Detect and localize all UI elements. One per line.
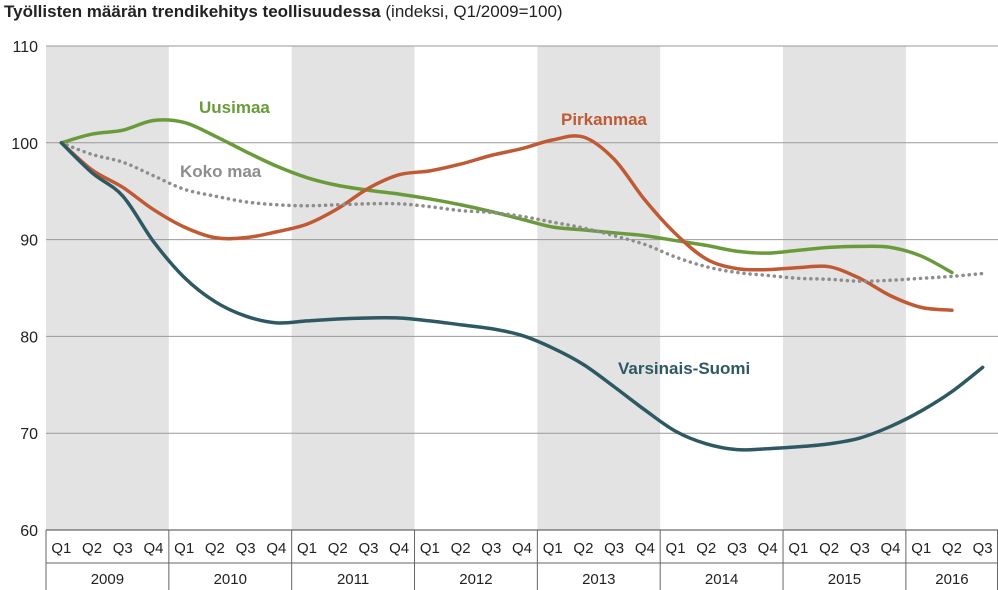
label-koko-maa: Koko maa: [180, 162, 262, 181]
chart-subtitle: (indeksi, Q1/2009=100): [385, 2, 563, 21]
label-varsinais-suomi: Varsinais-Suomi: [618, 359, 750, 378]
x-tick-quarter: Q4: [266, 540, 286, 557]
label-pirkanmaa: Pirkanmaa: [561, 110, 648, 129]
label-uusimaa: Uusimaa: [199, 98, 270, 117]
x-tick-year-2012: 2012: [459, 571, 492, 588]
year-band-2015: [783, 46, 906, 530]
x-tick-year-2010: 2010: [214, 571, 247, 588]
x-tick-year-2009: 2009: [91, 571, 124, 588]
x-tick-quarter: Q1: [666, 540, 686, 557]
x-tick-quarter: Q1: [911, 540, 931, 557]
x-tick-year-2013: 2013: [582, 571, 615, 588]
year-band-2011: [291, 46, 415, 530]
x-tick-quarter: Q1: [174, 540, 194, 557]
y-tick-label-80: 80: [20, 329, 38, 346]
y-tick-label-110: 110: [12, 39, 38, 56]
year-band-2013: [537, 46, 661, 530]
x-tick-quarter: Q3: [604, 540, 624, 557]
x-tick-quarter: Q4: [389, 540, 409, 557]
series-lines: [59, 118, 985, 452]
x-tick-quarter: Q3: [358, 540, 378, 557]
year-band-2009: [46, 46, 169, 530]
y-tick-label-70: 70: [20, 426, 38, 443]
x-tick-quarter: Q3: [973, 540, 993, 557]
y-tick-label-90: 90: [20, 233, 38, 250]
y-tick-label-60: 60: [20, 523, 38, 540]
x-tick-quarter: Q2: [82, 540, 102, 557]
y-tick-label-100: 100: [11, 136, 38, 153]
year-bands: [46, 46, 906, 530]
x-tick-quarter: Q2: [573, 540, 593, 557]
x-tick-quarter: Q2: [696, 540, 716, 557]
chart-title-line: Työllisten määrän trendikehitys teollisu…: [4, 2, 563, 22]
series-line-koko-maa: [59, 141, 985, 283]
x-tick-year-2011: 2011: [337, 571, 369, 588]
x-tick-quarter: Q1: [788, 540, 808, 557]
series-line-varsinais-suomi: [59, 141, 985, 452]
x-tick-quarter: Q1: [297, 540, 317, 557]
x-tick-quarter: Q4: [758, 540, 778, 557]
x-tick-year-2014: 2014: [705, 571, 738, 588]
chart-title: Työllisten määrän trendikehitys teollisu…: [4, 2, 381, 21]
x-tick-quarter: Q2: [451, 540, 471, 557]
x-tick-year-2015: 2015: [828, 571, 861, 588]
x-tick-quarter: Q2: [819, 540, 839, 557]
x-tick-quarter: Q2: [942, 540, 962, 557]
x-tick-quarter: Q2: [205, 540, 225, 557]
x-tick-quarter: Q3: [113, 540, 133, 557]
x-tick-quarter: Q3: [850, 540, 870, 557]
x-tick-quarter: Q1: [51, 540, 71, 557]
x-tick-quarter: Q4: [512, 540, 532, 557]
x-tick-quarter: Q4: [635, 540, 655, 557]
x-tick-quarter: Q4: [881, 540, 901, 557]
x-tick-quarter: Q3: [727, 540, 747, 557]
series-labels: Uusimaa Pirkanmaa Koko maa Varsinais-Suo…: [180, 98, 750, 378]
axes: 60 70 80 90 100 110 Q1 Q2 Q3 Q4 Q1 Q2 Q3 Q4 Q1 Q2 Q3 Q4 Q1…: [11, 39, 998, 590]
x-tick-quarter: Q2: [328, 540, 348, 557]
x-tick-quarter: Q1: [543, 540, 563, 557]
x-tick-quarter: Q3: [481, 540, 501, 557]
series-line-pirkanmaa: [59, 134, 954, 313]
x-tick-quarter: Q1: [420, 540, 440, 557]
x-tick-year-2016: 2016: [935, 571, 968, 588]
x-tick-quarter: Q4: [143, 540, 163, 557]
x-tick-quarter: Q3: [236, 540, 256, 557]
